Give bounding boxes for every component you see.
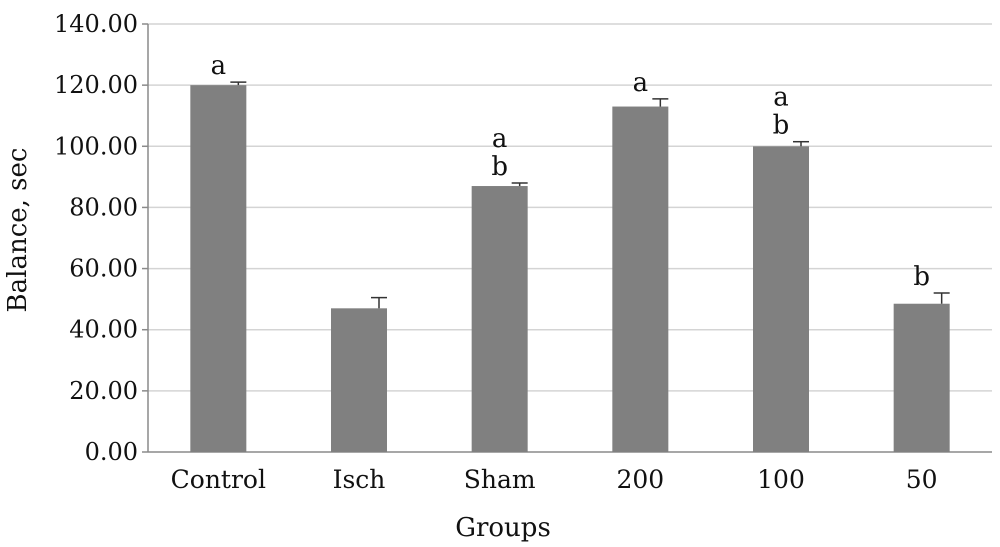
x-tick-label: 200 [616, 465, 664, 494]
bar [893, 303, 950, 452]
y-axis-title: Balance, sec [3, 148, 33, 313]
y-tick-label: 60.00 [69, 255, 138, 283]
bar [471, 186, 528, 452]
y-tick-label: 140.00 [54, 10, 138, 38]
axes [147, 24, 992, 453]
x-tick-label: 50 [906, 465, 938, 494]
y-tick-label: 120.00 [54, 71, 138, 99]
error-bars [230, 81, 950, 309]
x-tick-label: Sham [464, 465, 536, 494]
x-tick-label: Control [171, 465, 266, 494]
x-axis-title: Groups [455, 513, 551, 543]
significance-letter: b [913, 262, 930, 292]
bar [753, 146, 809, 453]
y-tick-label: 20.00 [69, 377, 138, 405]
significance-letter: b [773, 111, 790, 141]
significance-letter: a [633, 68, 649, 98]
significance-letter: a [773, 83, 789, 113]
significance-letter: a [492, 124, 508, 154]
gridlines [148, 23, 992, 392]
significance-letter: a [211, 51, 227, 81]
y-tick-label: 80.00 [69, 193, 138, 221]
y-tick-label: 100.00 [54, 132, 138, 160]
y-tick-label: 40.00 [69, 316, 138, 344]
bar [331, 308, 387, 452]
bars [190, 85, 950, 453]
y-tick-labels: 0.00 20.00 40.00 60.00 80.00 100.00 120.00 140.… [54, 10, 148, 466]
bar [190, 85, 247, 453]
x-tick-labels: Control Isch Sham 200 100 50 [171, 465, 938, 494]
x-tick-label: 100 [757, 465, 805, 494]
x-tick-label: Isch [333, 465, 386, 494]
y-tick-label: 0.00 [85, 438, 138, 466]
significance-letter: b [491, 152, 508, 182]
bar [612, 106, 669, 453]
